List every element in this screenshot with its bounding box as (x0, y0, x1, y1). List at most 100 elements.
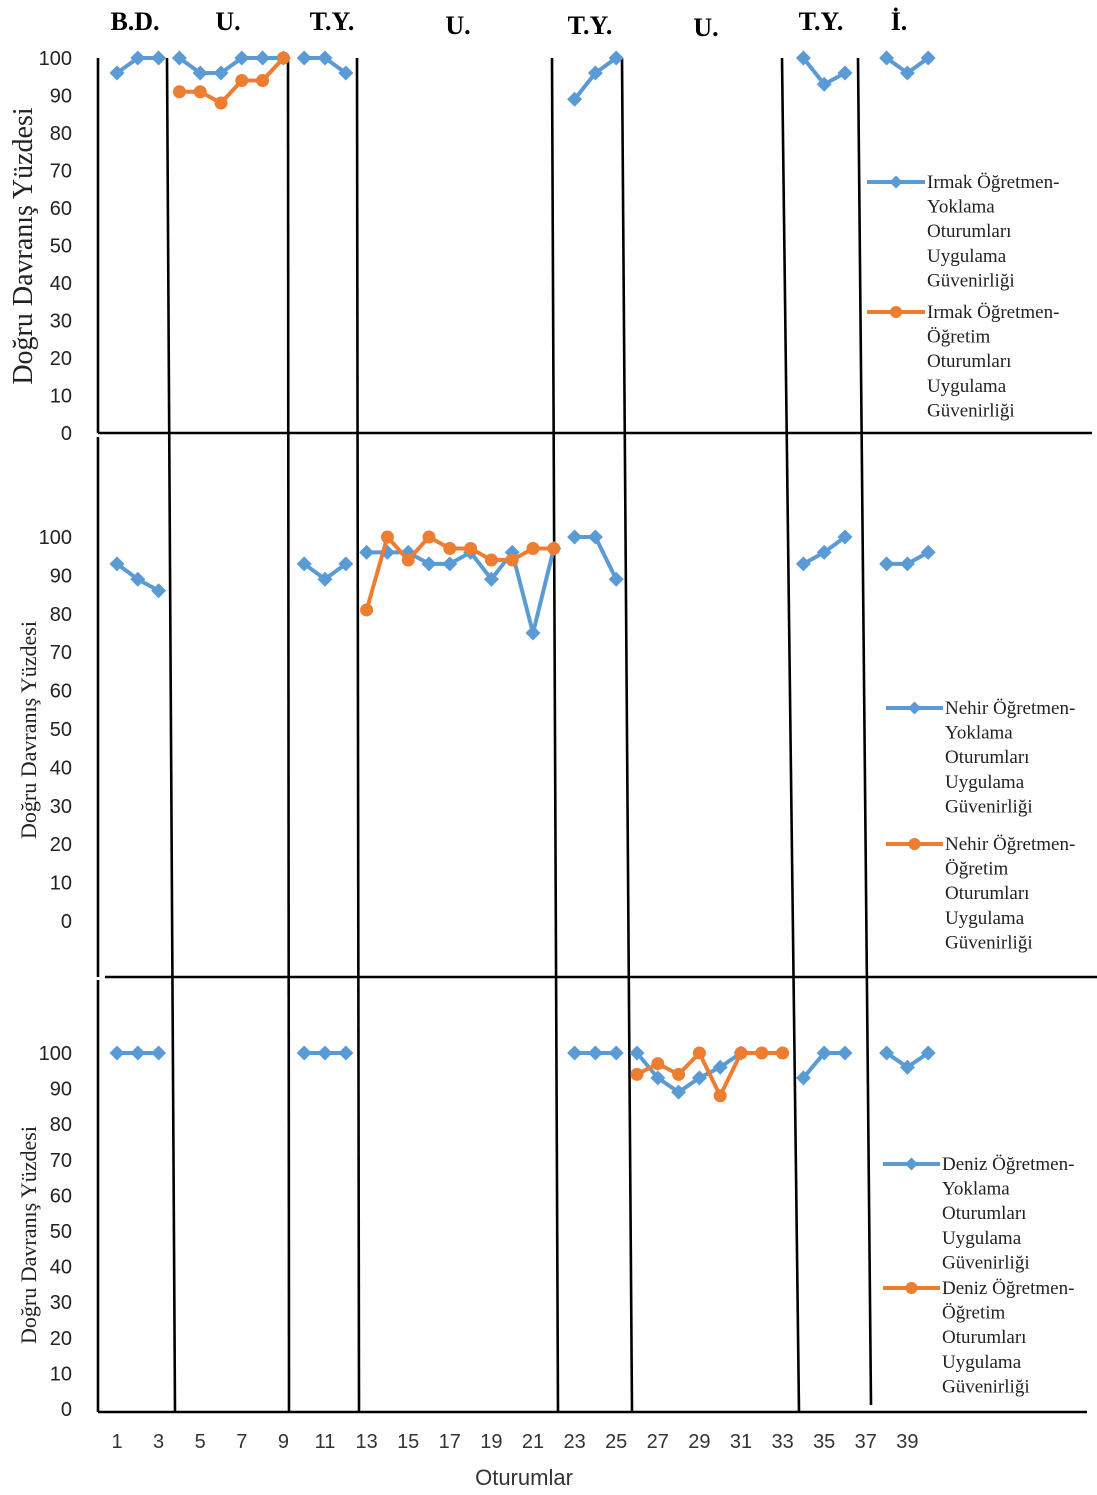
data-point (338, 1045, 354, 1061)
data-point (109, 65, 125, 81)
data-point (587, 529, 603, 545)
data-point (629, 1045, 645, 1061)
y-tick-label: 10 (50, 873, 72, 895)
y-tick-label: 10 (50, 1363, 72, 1385)
data-point (899, 556, 915, 572)
data-point (130, 571, 146, 587)
y-tick-label: 20 (50, 834, 72, 856)
legend-marker (905, 1157, 918, 1171)
x-axis-label: Oturumlar (475, 1465, 573, 1490)
data-point (130, 1045, 146, 1061)
y-tick-label: 40 (50, 757, 72, 779)
data-point (795, 556, 811, 572)
y-tick-label: 60 (50, 1185, 72, 1207)
legend-marker (905, 1282, 918, 1294)
x-tick-label: 23 (563, 1431, 585, 1453)
data-point (837, 1045, 853, 1061)
panel-3: 0 10 20 30 40 50 60 70 80 90 100 Doğru Davranış Yüz… (16, 1043, 1074, 1421)
legend-marker (908, 838, 921, 850)
phase-label: T.Y. (799, 7, 844, 36)
data-point (401, 553, 415, 567)
series-teaching (630, 1046, 790, 1103)
legend-label: Uygulama (945, 772, 1025, 793)
y-tick-label: 30 (50, 311, 72, 333)
legend-label: Oturumları (945, 747, 1029, 768)
legend-marker (889, 175, 903, 189)
phase-labels: B.D. U. T.Y. U. T.Y. U. T.Y. İ. (110, 7, 907, 42)
data-point (151, 50, 167, 66)
x-tick-label: 5 (195, 1431, 206, 1453)
data-point (317, 571, 333, 587)
data-point (879, 1045, 895, 1061)
data-point (692, 1046, 706, 1060)
y-tick-label: 60 (50, 198, 72, 220)
data-point (879, 50, 895, 66)
legend-label: Deniz Öğretmen- (942, 1278, 1074, 1299)
data-point (276, 51, 290, 65)
phase-label: İ. (891, 7, 908, 36)
series-probe (109, 1045, 936, 1100)
phase-divider-line-6 (780, 57, 801, 1413)
data-point (795, 1070, 811, 1086)
x-tick-label: 27 (647, 1431, 669, 1453)
data-point (421, 556, 437, 572)
data-point (130, 50, 146, 66)
data-point (317, 50, 333, 66)
y-tick-label: 80 (50, 604, 72, 626)
data-point (338, 65, 354, 81)
legend-label: Uygulama (942, 1352, 1022, 1373)
series-line (366, 548, 556, 635)
x-tick-label: 11 (315, 1431, 336, 1453)
data-point (899, 65, 915, 81)
legend-label: Güvenirliği (942, 1376, 1030, 1397)
x-tick-label: 19 (480, 1431, 502, 1453)
legend-label: Yoklama (945, 723, 1013, 744)
y-tick-label: 30 (50, 1292, 72, 1314)
legend-label: Oturumları (942, 1203, 1026, 1224)
phase-label: T.Y. (310, 7, 355, 36)
legend-label: Uygulama (927, 246, 1007, 267)
data-point (151, 1045, 167, 1061)
phase-divider-line-1 (165, 57, 177, 1413)
data-point (484, 553, 498, 567)
x-tick-label: 1 (111, 1431, 122, 1453)
series-teaching (172, 51, 290, 110)
data-point (650, 1070, 666, 1086)
y-tick-label: 50 (50, 1221, 72, 1243)
y-tick-label: 90 (50, 1079, 72, 1101)
x-axis: 1 3 5 7 9 11 13 15 17 19 21 23 25 27 29 31 33 35 37 39Oturu… (111, 1431, 918, 1490)
x-tick-label: 29 (688, 1431, 710, 1453)
y-axis-label: Doğru Davranış Yüzdesi (16, 621, 41, 839)
data-point (296, 1045, 312, 1061)
data-point (587, 1045, 603, 1061)
legend-entry: Nehir Öğretmen- Öğretim Oturumları Uygulama… (886, 834, 1075, 953)
x-tick-label: 17 (439, 1431, 461, 1453)
data-point (109, 556, 125, 572)
data-point (464, 542, 478, 556)
data-point (109, 1045, 125, 1061)
legend-label: Uygulama (927, 376, 1007, 397)
phase-label: B.D. (110, 7, 159, 36)
data-point (442, 556, 458, 572)
y-tick-label: 0 (61, 911, 72, 933)
data-point (671, 1084, 687, 1100)
y-tick-label: 100 (39, 1043, 72, 1065)
phase-label: T.Y. (568, 11, 613, 40)
phase-divider-line-2 (286, 57, 291, 1413)
phase-divider-line-7 (856, 57, 873, 1406)
y-tick-label: 90 (50, 565, 72, 587)
data-point (151, 583, 167, 599)
x-tick-label: 25 (605, 1431, 627, 1453)
data-point (795, 50, 811, 66)
y-tick-label: 10 (50, 386, 72, 408)
data-point (567, 1045, 583, 1061)
y-tick-label: 100 (39, 527, 72, 549)
legend-label: Nehir Öğretmen- (945, 698, 1075, 719)
data-point (338, 556, 354, 572)
phase-label: U. (693, 13, 718, 42)
data-point (213, 65, 229, 81)
data-point (899, 1059, 915, 1075)
data-point (608, 1045, 624, 1061)
